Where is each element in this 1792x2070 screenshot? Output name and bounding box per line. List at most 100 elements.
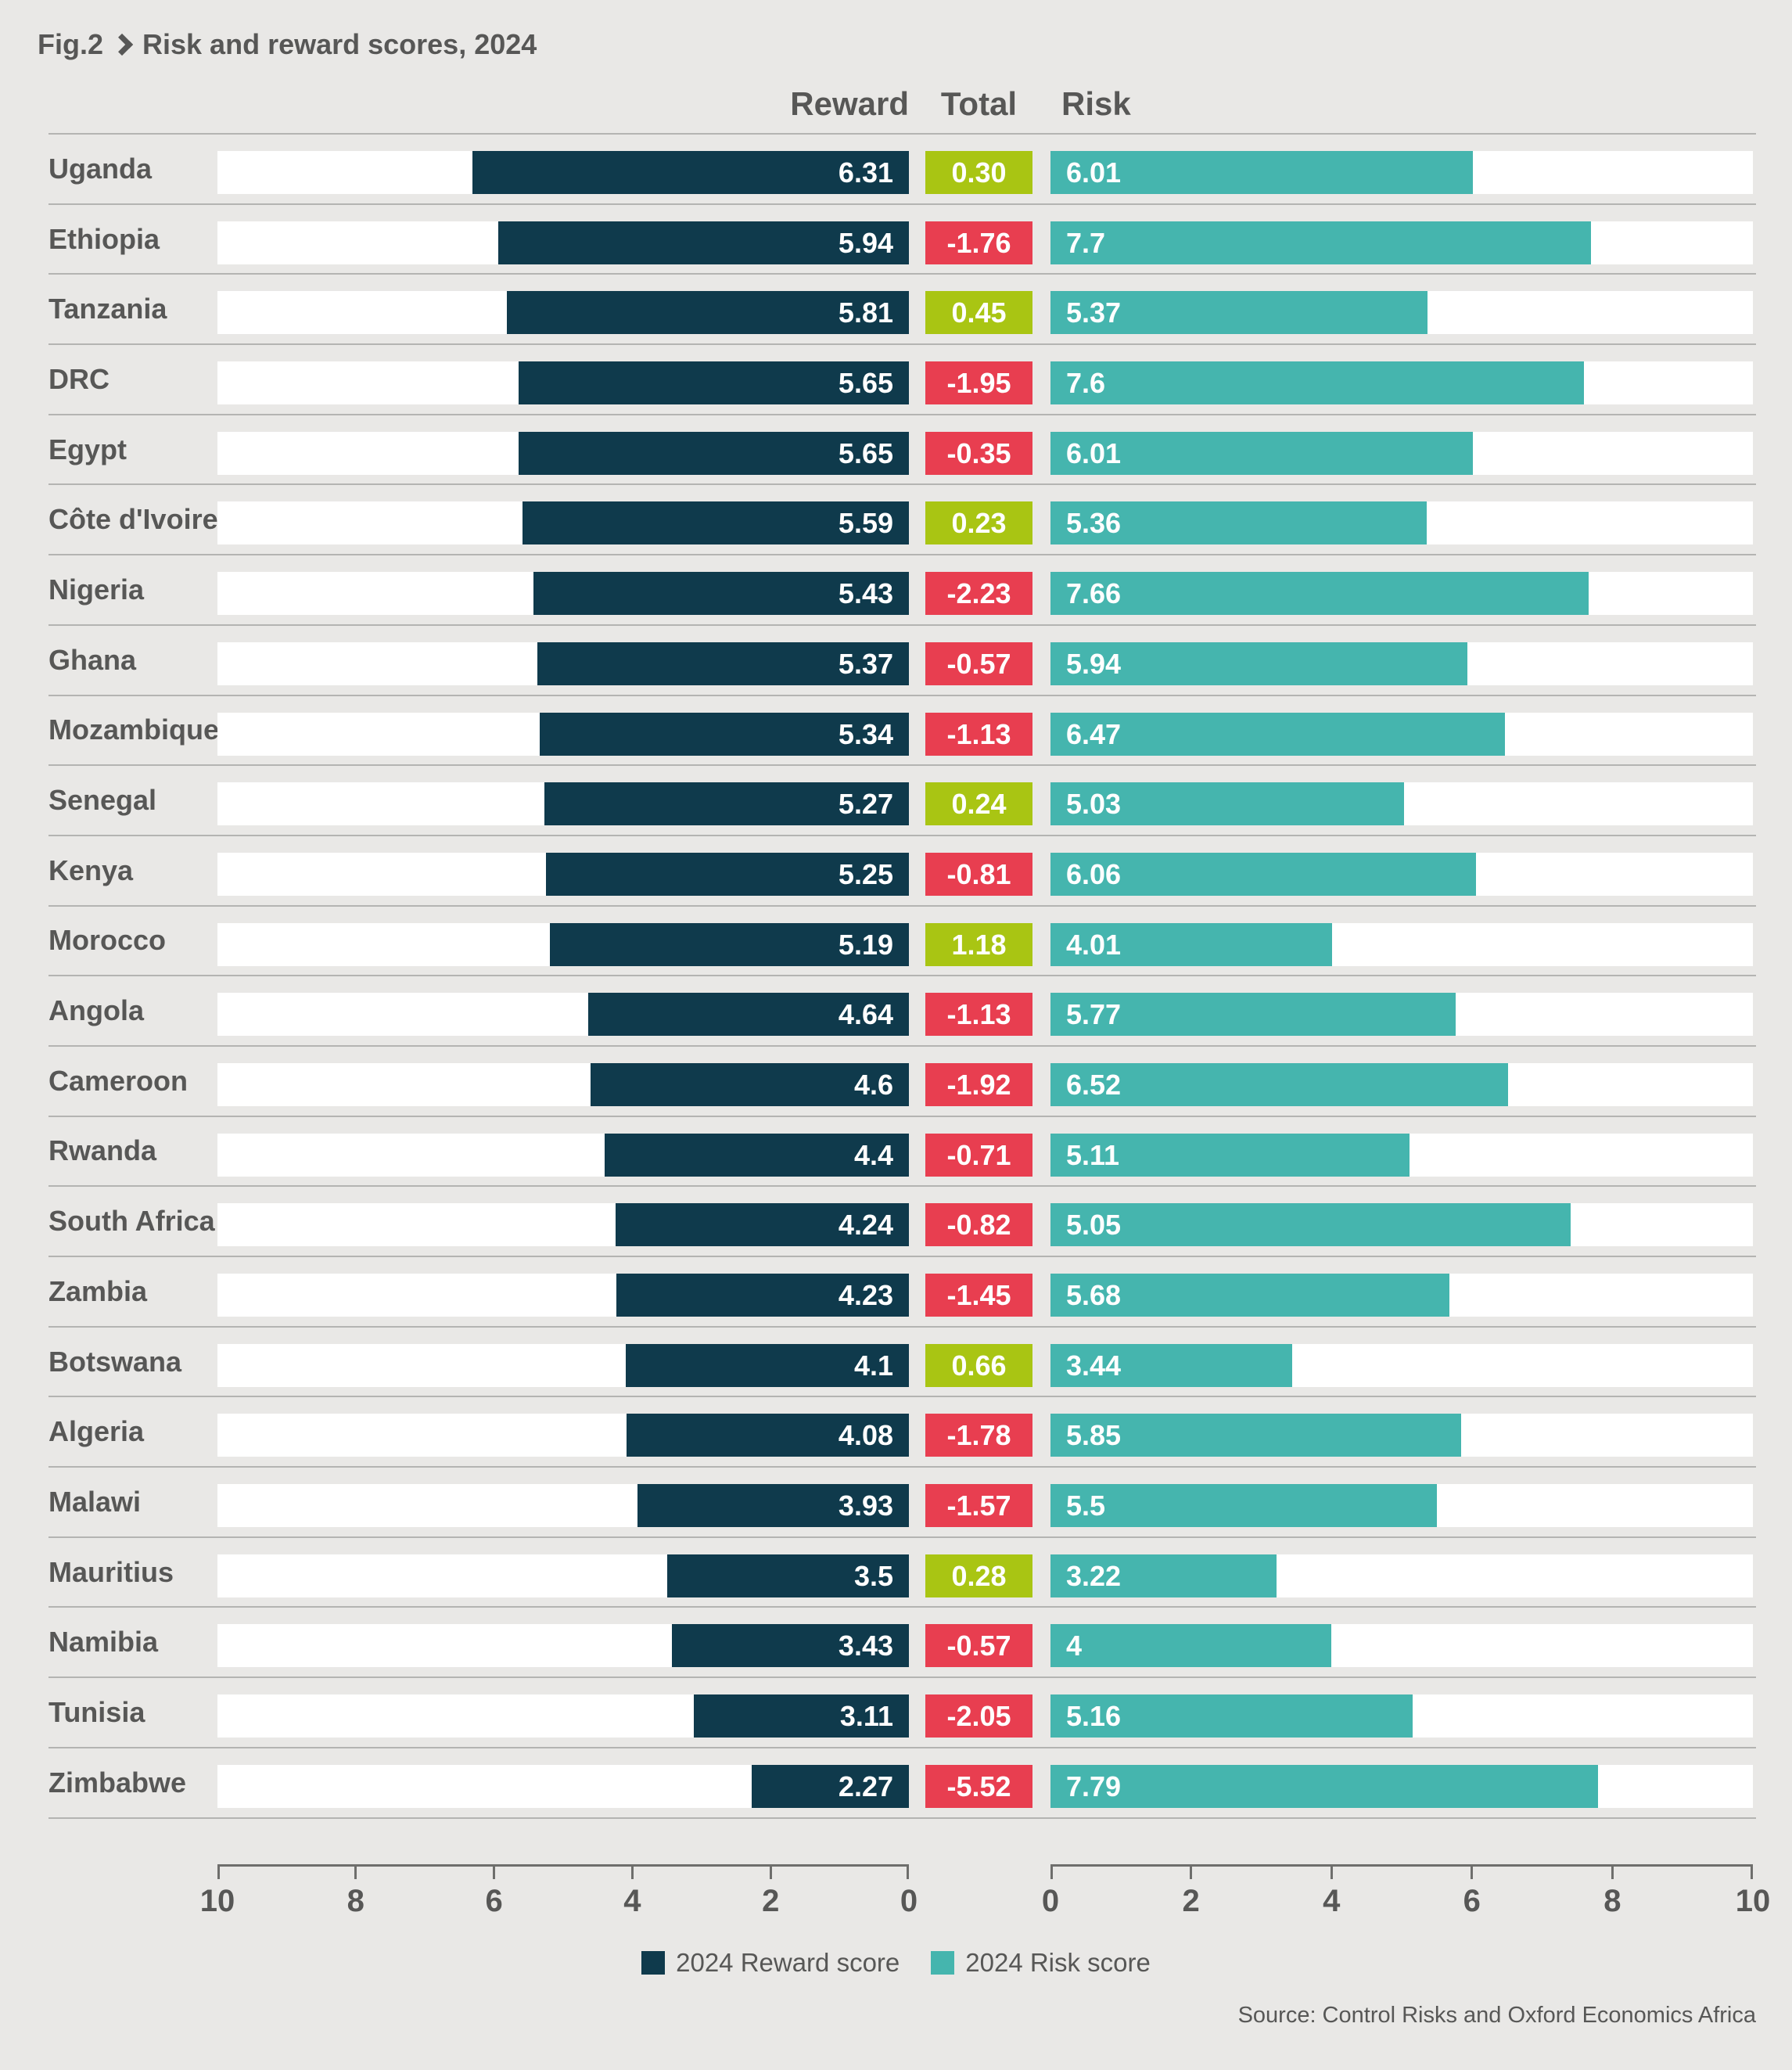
risk-bar: 5.5 [1050,1484,1437,1528]
risk-track: 6.06 [1050,852,1753,896]
table-row: Zimbabwe 2.27 -5.52 7.79 [48,1746,1756,1817]
axis-tick-label: 8 [1603,1884,1621,1918]
risk-track: 5.03 [1050,782,1753,826]
axis-tick [354,1867,357,1879]
axis-tick-label: 4 [1323,1884,1341,1918]
reward-axis: 10 8 6 4 2 0 [200,1864,918,1921]
reward-track: 3.11 [217,1694,909,1738]
risk-track: 4 [1050,1624,1753,1668]
column-header-reward: Reward [790,85,909,122]
reward-track: 3.5 [217,1554,909,1597]
table-row: Ethiopia 5.94 -1.76 7.7 [48,203,1756,274]
reward-bar: 5.37 [537,641,909,685]
table-row: South Africa 4.24 -0.82 5.05 [48,1185,1756,1256]
table-row: Senegal 5.27 0.24 5.03 [48,764,1756,835]
reward-bar: 4.24 [616,1203,909,1247]
reward-bar: 5.59 [522,501,909,545]
reward-track: 5.27 [217,782,909,826]
reward-track: 5.25 [217,852,909,896]
table-row: Botswana 4.1 0.66 3.44 [48,1325,1756,1396]
risk-track: 5.37 [1050,291,1753,335]
reward-track: 3.93 [217,1484,909,1528]
total-badge: 0.45 [925,291,1032,335]
total-badge: 0.24 [925,782,1032,826]
total-badge: -0.35 [925,431,1032,475]
axis-tick [1751,1867,1753,1879]
risk-bar: 7.7 [1050,221,1592,264]
country-label: DRC [48,362,110,395]
reward-bar: 5.43 [533,572,909,616]
reward-bar: 3.93 [637,1484,909,1528]
risk-track: 6.47 [1050,712,1753,756]
risk-track: 7.79 [1050,1764,1753,1808]
risk-bar: 6.01 [1050,151,1473,194]
column-header-total: Total [940,85,1018,122]
legend-item-reward: 2024 Reward score [641,1948,900,1978]
risk-track: 5.16 [1050,1694,1753,1738]
reward-track: 2.27 [217,1764,909,1808]
country-label: Uganda [48,152,153,185]
reward-bar: 4.08 [627,1414,909,1457]
risk-axis: 0 2 4 6 8 10 [1042,1864,1770,1921]
table-row: Tunisia 3.11 -2.05 5.16 [48,1676,1756,1747]
axis-tick-label: 10 [199,1884,235,1918]
total-badge: -2.23 [925,572,1032,616]
column-header-risk: Risk [1061,85,1131,122]
total-badge: 0.23 [925,501,1032,545]
table-row: Rwanda 4.4 -0.71 5.11 [48,1115,1756,1186]
risk-bar: 7.6 [1050,361,1585,405]
legend: 2024 Reward score 2024 Risk score [0,1948,1792,1978]
risk-bar: 4 [1050,1624,1332,1668]
reward-bar: 5.65 [518,431,909,475]
axis-tick-label: 2 [762,1884,780,1918]
total-badge: -1.76 [925,221,1032,264]
risk-bar: 6.52 [1050,1062,1509,1106]
reward-track: 4.64 [217,993,909,1037]
total-badge: -5.52 [925,1764,1032,1808]
table-row: Zambia 4.23 -1.45 5.68 [48,1256,1756,1326]
risk-bar: 3.22 [1050,1554,1277,1597]
reward-bar: 4.23 [616,1274,909,1317]
total-badge: -0.81 [925,852,1032,896]
risk-bar: 6.47 [1050,712,1505,756]
figure-title-text: Risk and reward scores, 2024 [142,28,537,60]
country-label: Angola [48,994,144,1027]
risk-track: 6.52 [1050,1062,1753,1106]
risk-swatch-icon [931,1951,955,1975]
risk-track: 3.44 [1050,1343,1753,1387]
table-row: DRC 5.65 -1.95 7.6 [48,343,1756,414]
total-badge: 0.66 [925,1343,1032,1387]
axis-tick [493,1867,496,1879]
country-label: Tunisia [48,1695,145,1728]
axis-tick-label: 2 [1182,1884,1200,1918]
axis-tick [1050,1867,1053,1879]
reward-track: 4.4 [217,1133,909,1177]
reward-swatch-icon [641,1951,666,1975]
reward-bar: 3.11 [694,1694,909,1738]
source-credit: Source: Control Risks and Oxford Economi… [1237,2003,1756,2028]
total-badge: -1.92 [925,1062,1032,1106]
country-label: Morocco [48,924,167,957]
axis-tick [1471,1867,1474,1879]
country-label: Côte d'Ivoire [48,503,218,536]
total-badge: 0.30 [925,151,1032,194]
axis-tick [1611,1867,1614,1879]
risk-track: 7.66 [1050,572,1753,616]
axis-tick-label: 6 [485,1884,503,1918]
total-badge: -0.82 [925,1203,1032,1247]
risk-bar: 5.36 [1050,501,1427,545]
axis-tick-label: 0 [900,1884,918,1918]
risk-track: 5.36 [1050,501,1753,545]
reward-track: 4.1 [217,1343,909,1387]
legend-reward-label: 2024 Reward score [676,1948,900,1977]
country-label: Tanzania [48,293,167,325]
total-badge: -0.71 [925,1133,1032,1177]
risk-bar: 5.16 [1050,1694,1413,1738]
reward-bar: 2.27 [752,1764,909,1808]
total-badge: 1.18 [925,922,1032,966]
axis-tick-label: 4 [623,1884,641,1918]
table-row: Kenya 5.25 -0.81 6.06 [48,834,1756,905]
country-label: Botswana [48,1345,182,1378]
rows: Uganda 6.31 0.30 6.01 Ethiopia 5.94 -1.7… [48,133,1756,1819]
